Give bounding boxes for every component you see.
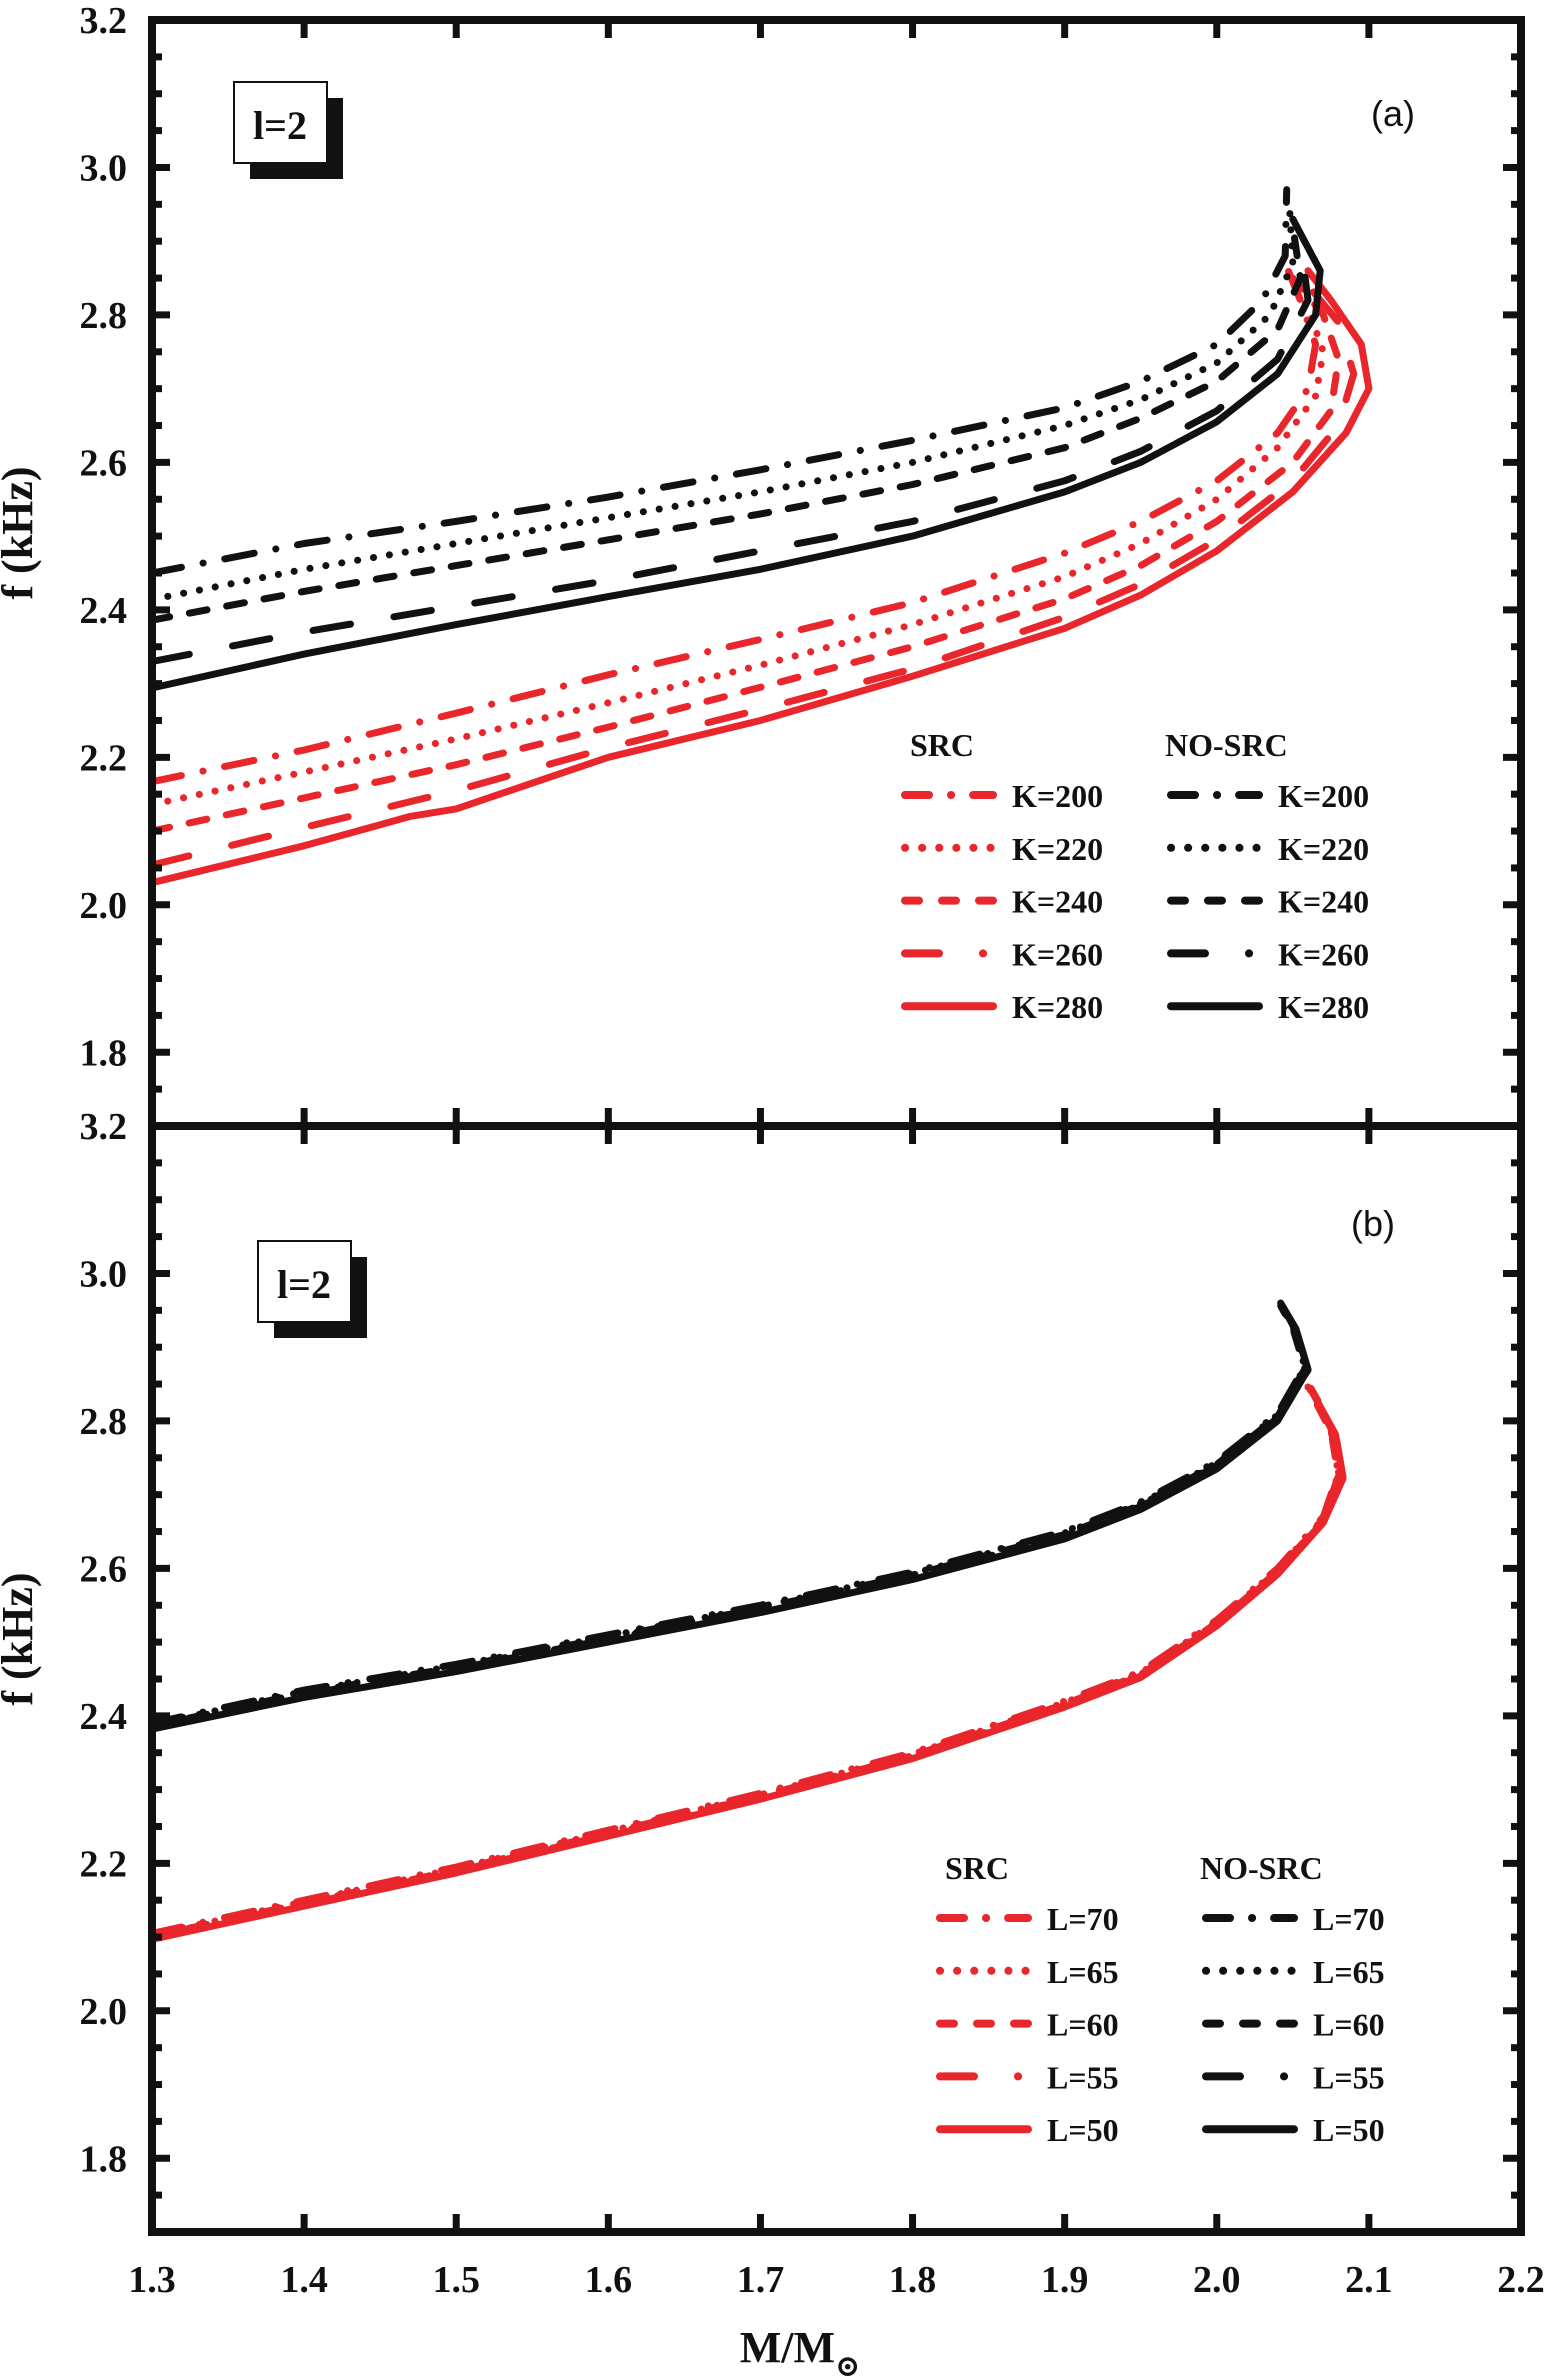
legend-label: L=70	[1313, 1901, 1385, 1937]
x-tick-label: 1.7	[737, 2259, 785, 2301]
y-tick-label: 2.4	[80, 1696, 128, 1738]
series-line-src-k280	[148, 267, 1373, 887]
legend-label: K=220	[1278, 831, 1369, 867]
y-tick-label: 2.6	[80, 442, 128, 484]
y-tick-label: 3.0	[80, 1253, 128, 1295]
legend-label: L=55	[1047, 2059, 1119, 2095]
legend-label: L=70	[1047, 1901, 1119, 1937]
y-tick-label: 2.0	[80, 885, 128, 927]
legend-label: K=260	[1278, 936, 1369, 972]
legend-title-src: SRC	[945, 1850, 1009, 1886]
legend-label: L=55	[1313, 2059, 1385, 2095]
annotation-label: l=2	[277, 1262, 331, 1307]
y-tick-label: 2.0	[80, 1991, 128, 2033]
series-line-no-src-k240	[148, 223, 1304, 624]
x-axis-title-main: M/M	[740, 2323, 835, 2372]
legend-label: K=280	[1012, 989, 1103, 1025]
series-line-src-l60	[148, 1383, 1342, 1940]
legend-title-src: SRC	[910, 727, 974, 763]
series-line-src-k200	[148, 259, 1320, 786]
legend-label: K=280	[1278, 989, 1369, 1025]
panel-b: 1.8 2.0 2.2 2.4 2.6 2.8 3.0 3.2 1.3 1.4 1.5 1.6 1.7 1…	[0, 1106, 1545, 2301]
y-axis-title: f (kHz)	[0, 1572, 42, 1705]
y-tick-label: 2.8	[80, 295, 128, 337]
legend-label: K=240	[1012, 884, 1103, 920]
x-tick-label: 2.2	[1497, 2259, 1545, 2301]
x-tick-label: 1.3	[128, 2259, 176, 2301]
series-line-src-l50	[148, 1386, 1347, 1943]
y-tick-label: 2.2	[80, 1843, 128, 1885]
y-tick-label: 3.2	[80, 1106, 128, 1148]
series-line-no-src-l55	[148, 1303, 1312, 1732]
legend-label: L=60	[1313, 2007, 1385, 2043]
sun-symbol-icon: ⊙	[835, 2350, 860, 2379]
y-tick-label: 2.8	[80, 1401, 128, 1443]
panel-tag: (b)	[1351, 1203, 1395, 1244]
y-axis-title: f (kHz)	[0, 466, 42, 599]
panel-tag: (a)	[1371, 93, 1415, 134]
x-tick-label: 1.8	[889, 2259, 937, 2301]
panel-a: 1.8 2.0 2.2 2.4 2.6 2.8 3.0 3.2 f (kHz) (a) l=2 SRC…	[0, 0, 1525, 1130]
x-tick-label: 1.9	[1041, 2259, 1089, 2301]
series-line-no-src-l50	[148, 1299, 1312, 1733]
legend-title-nosrc: NO-SRC	[1165, 727, 1288, 763]
series-line-no-src-k260	[148, 237, 1312, 665]
x-tick-label: 2.0	[1193, 2259, 1241, 2301]
legend: SRC NO-SRC L=70 L=65 L=60 L=55 L=50 L=70 L=65 L=6…	[936, 1850, 1385, 2148]
y-tick-label: 2.2	[80, 737, 128, 779]
legend-title-nosrc: NO-SRC	[1200, 1850, 1323, 1886]
series-line-src-k260	[148, 281, 1358, 869]
x-tick-label: 1.4	[280, 2259, 328, 2301]
series-line-no-src-k220	[148, 208, 1297, 603]
annotation-box	[233, 81, 328, 164]
y-tick-label: 3.2	[80, 0, 128, 42]
legend-label: K=240	[1278, 884, 1369, 920]
legend-label: L=50	[1047, 2112, 1119, 2148]
annotation-box	[257, 1240, 352, 1323]
y-tick-label: 1.8	[80, 2138, 128, 2180]
legend-label: L=60	[1047, 2007, 1119, 2043]
x-axis-title: M/M⊙	[740, 2323, 860, 2379]
legend-label: L=50	[1313, 2112, 1385, 2148]
y-tick-label: 2.4	[80, 590, 128, 632]
legend: SRC NO-SRC K=200 K=220 K=240 K=260 K=280 K=200 K…	[901, 727, 1369, 1025]
annotation-label: l=2	[253, 103, 307, 148]
legend-label: K=200	[1278, 778, 1369, 814]
series-line-no-src-k280	[148, 215, 1324, 692]
y-tick-label: 2.6	[80, 1548, 128, 1590]
x-tick-label: 1.5	[432, 2259, 480, 2301]
y-tick-label: 1.8	[80, 1032, 128, 1074]
legend-label: K=260	[1012, 936, 1103, 972]
x-tick-label: 1.6	[585, 2259, 633, 2301]
legend-label: K=200	[1012, 778, 1103, 814]
series-line-src-k220	[148, 267, 1327, 808]
series-line-no-src-k200	[148, 186, 1291, 577]
legend-label: L=65	[1047, 1954, 1119, 1990]
legend-label: K=220	[1012, 831, 1103, 867]
y-tick-label: 3.0	[80, 147, 128, 189]
x-tick-label: 2.1	[1345, 2259, 1393, 2301]
legend-label: L=65	[1313, 1954, 1385, 1990]
